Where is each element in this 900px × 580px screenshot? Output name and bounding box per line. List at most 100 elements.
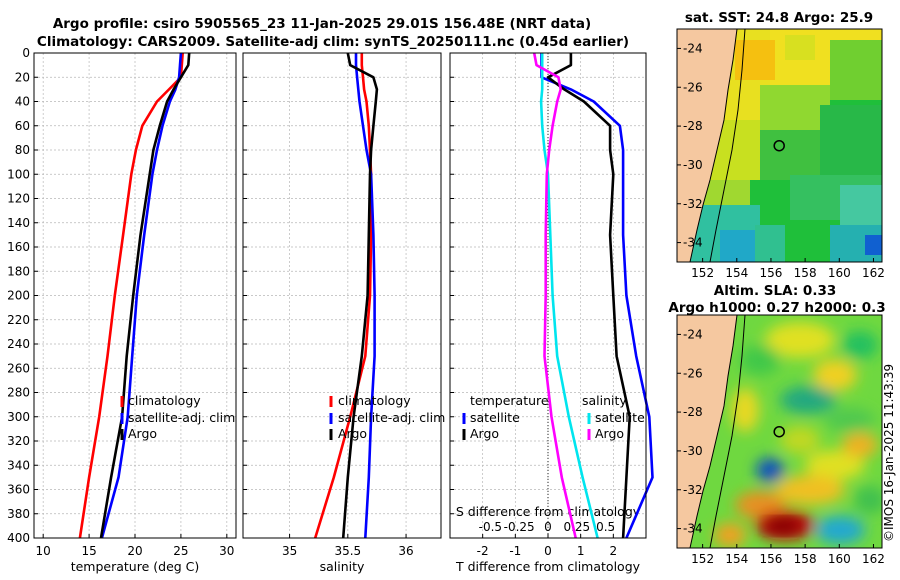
salinity-tick-label: 0.5 xyxy=(596,520,615,534)
temperature-legend: climatology satellite-adj. clim Argo xyxy=(120,393,235,441)
x-axis-label: T difference from climatology xyxy=(455,559,641,574)
sla-map-title: Altim. SLA: 0.33 xyxy=(714,283,836,299)
x-axis-label: temperature (deg C) xyxy=(71,559,200,574)
sst-field xyxy=(690,29,882,262)
x-tick-label: -1 xyxy=(509,544,521,558)
series-line-argo xyxy=(341,52,379,539)
salinity-tick-label: 0 xyxy=(544,520,552,534)
series-line-salinity-satellite xyxy=(539,53,599,539)
axes-frame xyxy=(33,52,237,539)
sla-high-core xyxy=(765,518,801,534)
difference-legend: temperature salinity satellite Argo sate… xyxy=(462,393,645,441)
y-tick-label: 80 xyxy=(15,143,30,157)
y-tick-label: 400 xyxy=(7,531,30,545)
series-line-satellite-adj-clim xyxy=(354,53,376,539)
salinity-tick-label: -0.25 xyxy=(504,520,535,534)
y-tick-label: 180 xyxy=(7,264,30,278)
map-y-tick-label: -32 xyxy=(683,483,703,497)
map-y-tick-label: -24 xyxy=(683,41,703,55)
series-line-temperature-satellite xyxy=(540,53,654,539)
y-tick-label: 0 xyxy=(22,46,30,60)
y-tick-label: 120 xyxy=(7,192,30,206)
sst-map-frame xyxy=(676,28,883,263)
salinity-panel: 35 35.5 36 salinity xyxy=(242,52,442,574)
map-y-tick-label: -32 xyxy=(683,197,703,211)
sst-float-marker xyxy=(773,139,785,152)
sst-map-axes: 152 154 156 158 160 162 -24 -26 -28 -30 -32 -34 xyxy=(677,41,885,280)
main-title-line1: Argo profile: csiro 5905565_23 11-Jan-20… xyxy=(53,16,591,32)
sla-map: 152 154 156 158 160 162 -24 -26 -28 -30 -32 -34 xyxy=(676,314,885,566)
map-x-tick-label: 158 xyxy=(794,266,817,280)
y-tick-label: 40 xyxy=(15,95,30,109)
map-x-tick-label: 162 xyxy=(862,266,885,280)
y-tick-label: 140 xyxy=(7,216,30,230)
map-y-tick-label: -24 xyxy=(683,327,703,341)
map-x-tick-label: 152 xyxy=(691,266,714,280)
axes-frame xyxy=(449,52,647,539)
map-y-tick-label: -34 xyxy=(683,236,703,250)
y-tick-label: 20 xyxy=(15,70,30,84)
sla-isobath xyxy=(709,315,746,548)
legend-label-sal-satellite: satellite xyxy=(595,410,645,425)
legend-label-climatology: climatology xyxy=(128,393,201,408)
y-tick-label: 300 xyxy=(7,410,30,424)
map-x-tick-label: 160 xyxy=(828,552,851,566)
x-tick-label: 25 xyxy=(173,544,188,558)
legend-label-climatology: climatology xyxy=(338,393,411,408)
legend-label-sal-argo: Argo xyxy=(595,426,624,441)
series-line-temperature-argo xyxy=(546,53,632,539)
sla-field xyxy=(714,322,882,547)
map-y-tick-label: -26 xyxy=(683,80,703,94)
map-y-tick-label: -28 xyxy=(683,405,703,419)
sla-land xyxy=(677,315,737,548)
x-tick-label: 0 xyxy=(544,544,552,558)
sla-map-axes: 152 154 156 158 160 162 -24 -26 -28 -30 -32 -34 xyxy=(677,327,885,566)
legend-label-satellite: satellite-adj. clim xyxy=(338,410,445,425)
y-tick-label: 340 xyxy=(7,458,30,472)
difference-panel: -2 -1 0 1 2 -0.5 -0.25 0 0.25 0.5S difference fro… xyxy=(449,52,654,574)
axes-frame xyxy=(242,52,442,539)
series-line-salinity-argo xyxy=(532,52,577,539)
legend-header-temperature: temperature xyxy=(470,393,549,408)
y-tick-label: 320 xyxy=(7,434,30,448)
x-tick-label: 36 xyxy=(398,544,413,558)
map-y-tick-label: -26 xyxy=(683,366,703,380)
imos-watermark: ©IMOS 16-Jan-2025 11:43:39 xyxy=(882,364,896,542)
y-tick-label: 220 xyxy=(7,313,30,327)
y-tick-label: 240 xyxy=(7,337,30,351)
y-tick-label: 200 xyxy=(7,289,30,303)
sla-float-marker xyxy=(773,425,785,438)
sst-map: 152 154 156 158 160 162 -24 -26 -28 -30 -32 -34 xyxy=(676,28,885,280)
sst-coastline xyxy=(689,29,738,262)
map-x-tick-label: 152 xyxy=(691,552,714,566)
legend-header-salinity: salinity xyxy=(582,393,627,408)
x-tick-label: 15 xyxy=(81,544,96,558)
sla-coastline xyxy=(689,315,738,548)
map-y-tick-label: -30 xyxy=(683,444,703,458)
x-tick-label: 35.5 xyxy=(334,544,361,558)
x-tick-label: 35 xyxy=(282,544,297,558)
y-tick-label: 60 xyxy=(15,119,30,133)
map-y-tick-label: -34 xyxy=(683,522,703,536)
y-tick-label: 100 xyxy=(7,167,30,181)
legend-label-argo: Argo xyxy=(128,426,157,441)
legend-label-temp-argo: Argo xyxy=(470,426,499,441)
sst-land xyxy=(677,29,737,262)
salinity-axis-label: S difference from climatology xyxy=(456,504,641,519)
map-x-tick-label: 156 xyxy=(760,266,783,280)
y-tick-label: 160 xyxy=(7,240,30,254)
y-tick-label: 260 xyxy=(7,361,30,375)
map-x-tick-label: 158 xyxy=(794,552,817,566)
sla-map-subtitle: Argo h1000: 0.27 h2000: 0.3 xyxy=(668,300,885,316)
map-x-tick-label: 160 xyxy=(828,266,851,280)
x-tick-label: 2 xyxy=(610,544,618,558)
sst-isobath xyxy=(709,29,746,262)
map-x-tick-label: 154 xyxy=(725,552,748,566)
x-tick-label: 20 xyxy=(127,544,142,558)
legend-label-argo: Argo xyxy=(338,426,367,441)
temperature-panel: 10 15 20 25 30020406080100120140160180200220… xyxy=(7,46,237,574)
y-tick-label: 360 xyxy=(7,483,30,497)
map-y-tick-label: -28 xyxy=(683,119,703,133)
